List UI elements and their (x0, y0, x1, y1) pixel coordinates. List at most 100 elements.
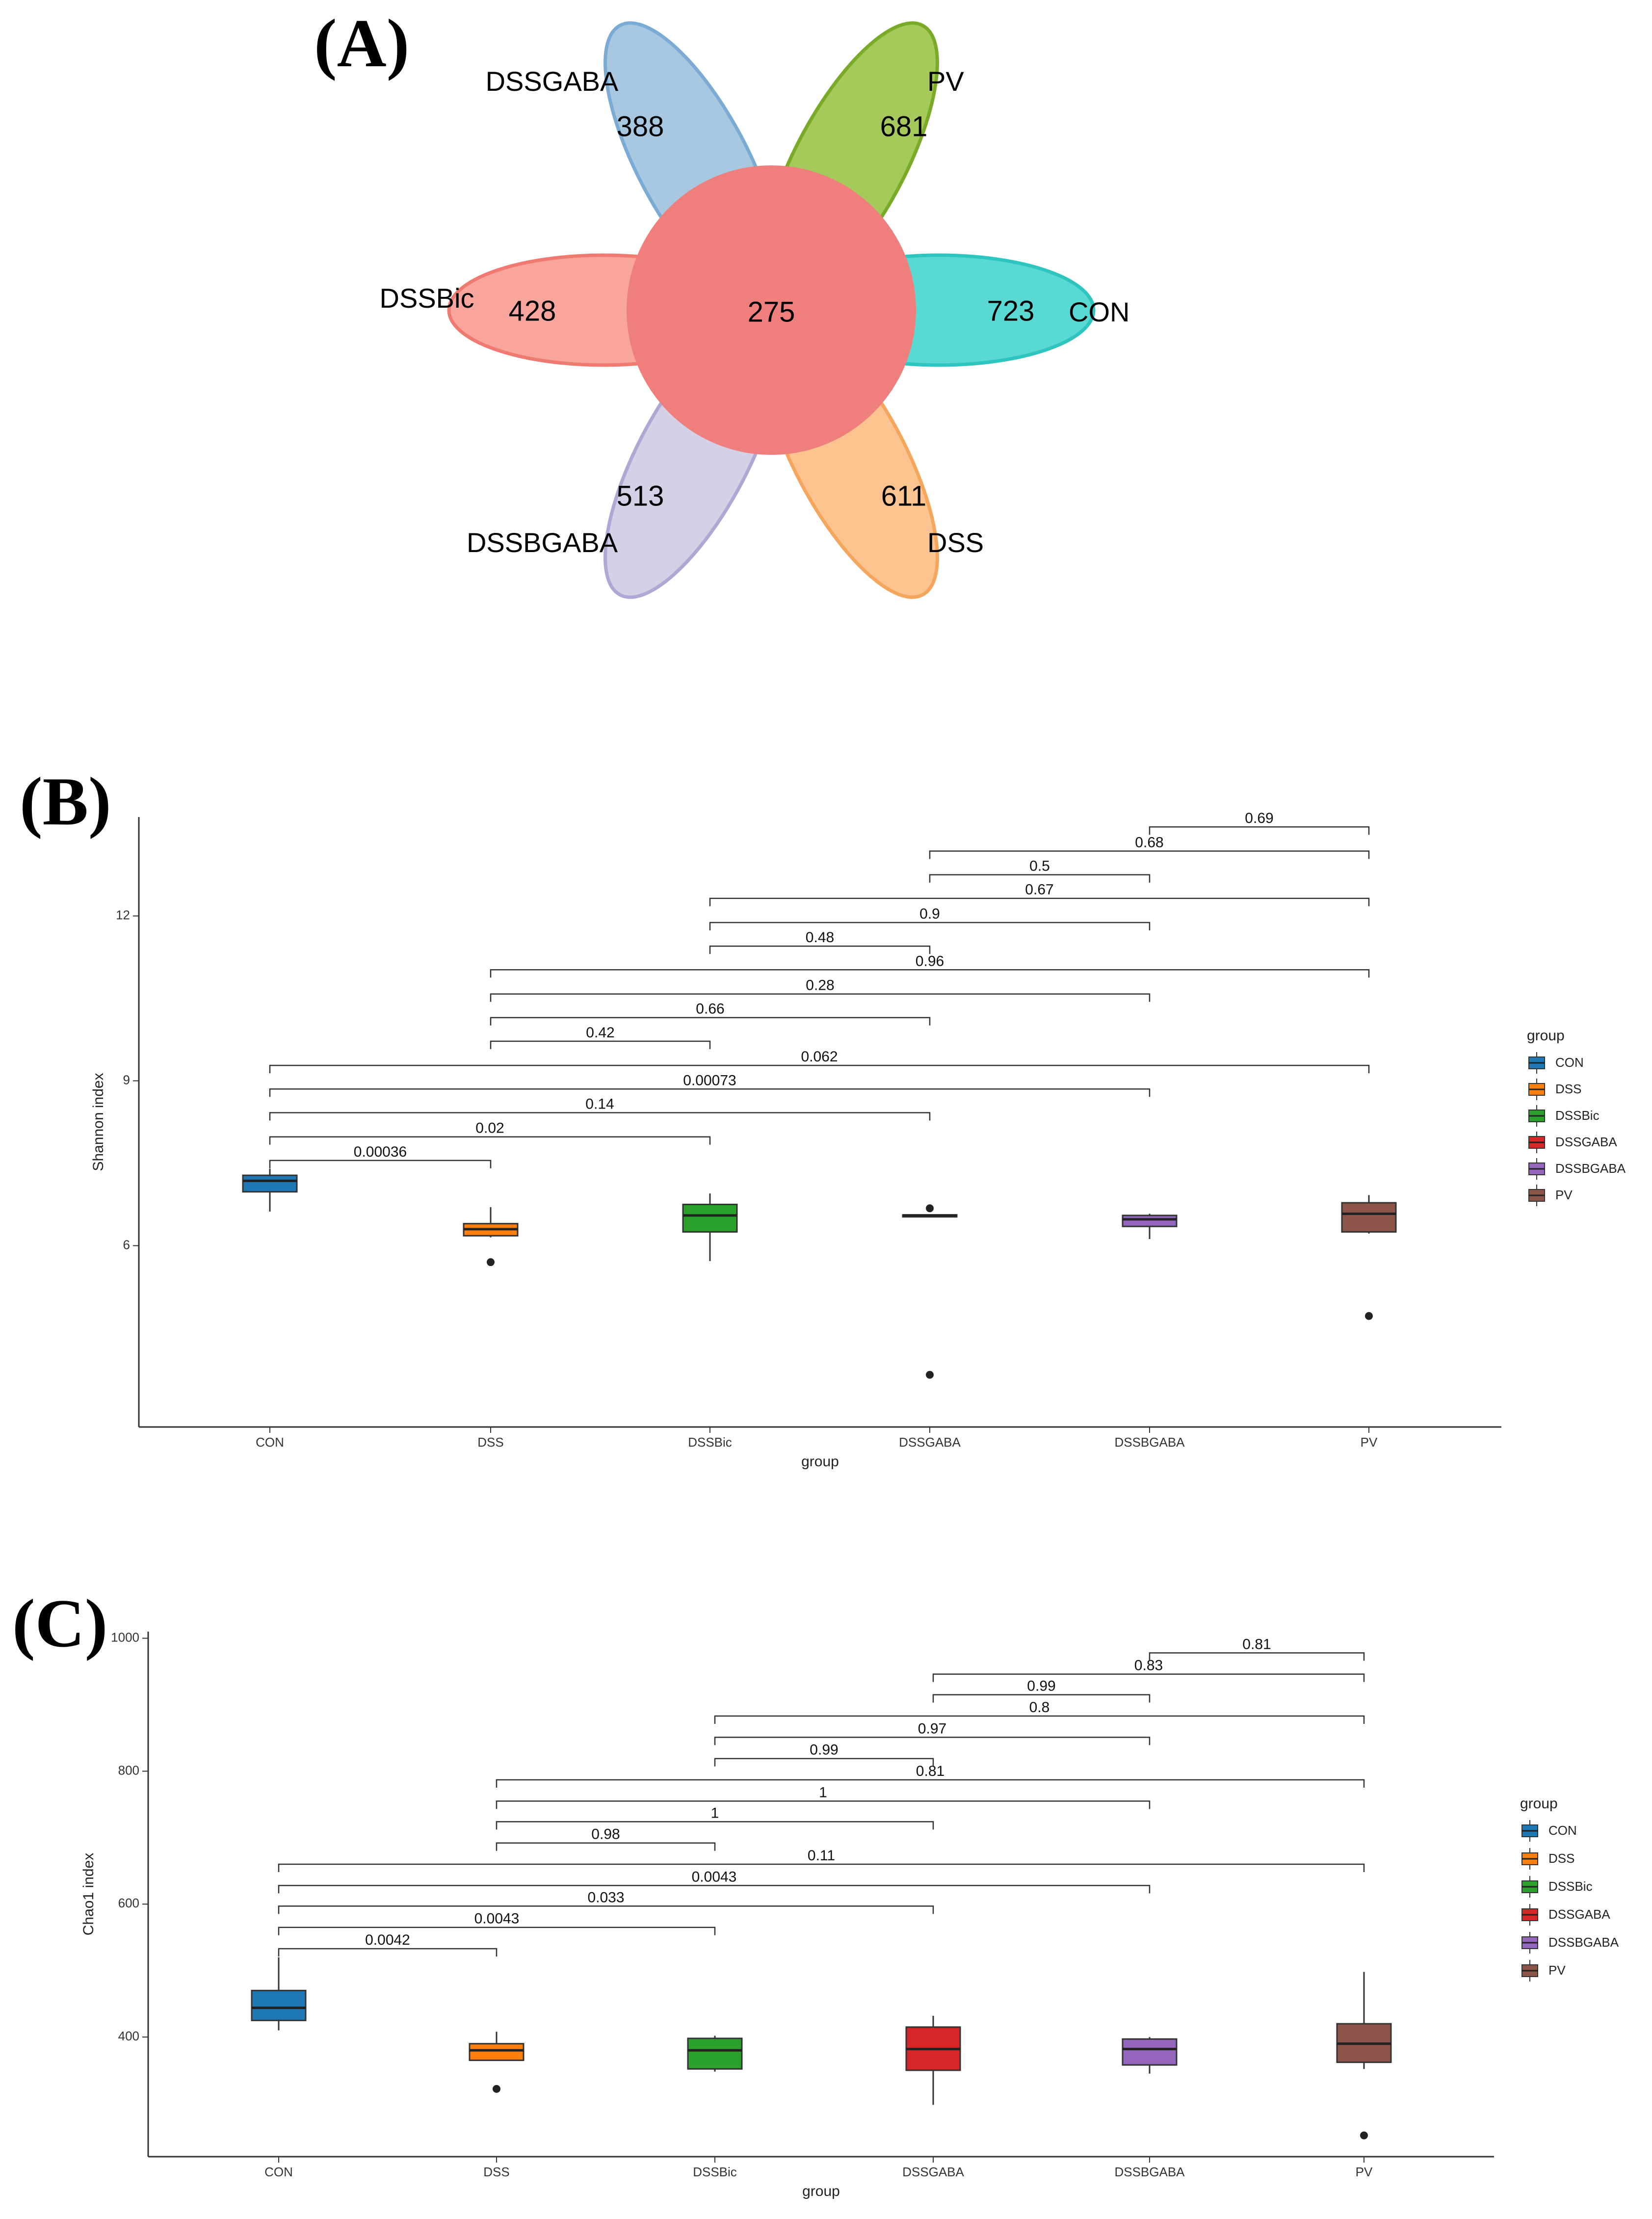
x-tick-label: PV (1361, 1435, 1378, 1450)
comparison-bracket (496, 1779, 1365, 1788)
venn-label-pv: PV (927, 66, 964, 97)
legend-label-dss: DSS (1548, 1851, 1574, 1866)
legend-title: group (1527, 1028, 1565, 1044)
comparison-bracket (714, 1758, 934, 1767)
x-tick-label: DSSBGABA (1114, 1435, 1185, 1450)
comparison-p-value: 0.0043 (474, 1911, 520, 1927)
comparison-p-value: 1 (819, 1784, 827, 1800)
x-tick-label: DSS (483, 2165, 509, 2179)
comparison-p-value: 0.5 (1029, 858, 1050, 874)
venn-center-count: 275 (748, 296, 795, 328)
y-axis-title: Shannon index (90, 1073, 106, 1171)
outlier-point-dss (493, 2085, 500, 2093)
comparison-p-value: 0.97 (918, 1720, 946, 1737)
comparison-bracket (490, 1017, 931, 1026)
x-tick-label: CON (264, 2165, 293, 2179)
x-tick-label: DSS (477, 1435, 503, 1450)
comparison-p-value: 0.96 (916, 953, 944, 969)
legend-label-dssgaba: DSSGABA (1555, 1135, 1617, 1149)
box-con (251, 1989, 307, 2021)
venn-count-dss: 611 (881, 480, 926, 512)
legend-label-dssgaba: DSSGABA (1548, 1907, 1610, 1922)
comparison-p-value: 0.68 (1135, 834, 1163, 850)
comparison-bracket (269, 1112, 931, 1121)
outlier-point-pv (1360, 2131, 1368, 2140)
comparison-bracket (490, 969, 1370, 978)
panel-label: (B) (20, 764, 111, 840)
comparison-bracket (269, 1064, 1370, 1074)
comparison-p-value: 0.81 (1242, 1636, 1271, 1652)
venn-label-dssbic: DSSBic (380, 283, 474, 314)
comparison-bracket (714, 1715, 1365, 1724)
comparison-p-value: 0.48 (806, 929, 834, 946)
legend-label-con: CON (1555, 1055, 1584, 1070)
legend-label-pv: PV (1548, 1963, 1566, 1978)
comparison-bracket (269, 1160, 492, 1168)
x-axis-title: group (802, 2183, 840, 2199)
x-tick-label: CON (256, 1435, 284, 1450)
legend-label-con: CON (1548, 1823, 1577, 1838)
comparison-bracket (490, 993, 1151, 1002)
comparison-p-value: 1 (711, 1805, 719, 1821)
legend-title: group (1520, 1796, 1558, 1812)
comparison-bracket (496, 1821, 934, 1830)
box-dssbic (687, 2037, 743, 2070)
comparison-bracket (929, 850, 1370, 859)
comparison-p-value: 0.02 (475, 1120, 504, 1136)
legend-label-dssbgaba: DSSBGABA (1548, 1935, 1619, 1950)
box-pv (1341, 1202, 1397, 1233)
x-tick-label: PV (1356, 2165, 1373, 2179)
outlier-point-dssgaba (926, 1371, 934, 1379)
venn-label-con: CON (1069, 296, 1129, 327)
comparison-bracket (709, 898, 1370, 906)
comparison-bracket (278, 1927, 716, 1935)
comparison-p-value: 0.14 (585, 1096, 614, 1112)
y-tick-label: 9 (123, 1072, 130, 1087)
legend-label-pv: PV (1555, 1188, 1573, 1202)
box-dssbic (682, 1203, 738, 1233)
venn-center (627, 165, 916, 455)
comparison-bracket (1149, 826, 1370, 835)
comparison-bracket (278, 1863, 1365, 1873)
y-tick-label: 800 (118, 1763, 139, 1777)
box-dssbgaba (1122, 2038, 1178, 2066)
comparison-bracket (278, 1885, 1151, 1894)
y-tick-label: 12 (116, 907, 130, 922)
comparison-bracket (929, 874, 1151, 883)
x-tick-label: DSSBGABA (1114, 2165, 1185, 2179)
comparison-p-value: 0.00073 (683, 1072, 736, 1088)
venn-label-dssgaba: DSSGABA (486, 66, 619, 97)
comparison-p-value: 0.99 (1027, 1678, 1055, 1694)
y-axis-title: Chao1 index (80, 1853, 97, 1935)
panel-label-a: (A) (314, 5, 409, 81)
shannon-boxplot-panel: (B) 6 9 12 CON DSS DSSBic DSSGABA DSSBGABA PV grou… (20, 764, 1626, 1470)
legend-label-dssbic: DSSBic (1555, 1108, 1600, 1123)
panel-label: (C) (12, 1585, 107, 1662)
comparison-p-value: 0.99 (810, 1742, 838, 1758)
comparison-bracket (496, 1800, 1151, 1809)
venn-count-con: 723 (987, 295, 1035, 327)
legend-label-dssbic: DSSBic (1548, 1879, 1593, 1894)
y-tick-label: 6 (123, 1237, 130, 1252)
comparison-bracket (709, 922, 1151, 931)
outlier-point-pv (1365, 1312, 1373, 1320)
comparison-bracket (496, 1842, 716, 1851)
outlier-point-dssgaba (926, 1204, 934, 1213)
venn-label-dss: DSS (927, 527, 984, 558)
comparison-p-value: 0.42 (586, 1025, 614, 1041)
comparison-bracket (714, 1737, 1151, 1745)
comparison-p-value: 0.9 (919, 906, 940, 922)
comparison-p-value: 0.062 (801, 1049, 838, 1065)
x-tick-label: DSSGABA (902, 2165, 964, 2179)
x-tick-label: DSSGABA (899, 1435, 961, 1450)
comparison-p-value: 0.0042 (365, 1932, 410, 1948)
venn-count-dssbic: 428 (509, 295, 556, 327)
comparison-p-value: 0.11 (808, 1848, 835, 1864)
comparison-p-value: 0.98 (591, 1826, 620, 1843)
y-tick-label: 600 (118, 1896, 139, 1910)
comparison-bracket (1149, 1652, 1365, 1661)
comparison-p-value: 0.28 (806, 977, 834, 994)
venn-label-dssbgaba: DSSBGABA (467, 527, 618, 558)
venn-count-dssgaba: 388 (617, 110, 664, 142)
